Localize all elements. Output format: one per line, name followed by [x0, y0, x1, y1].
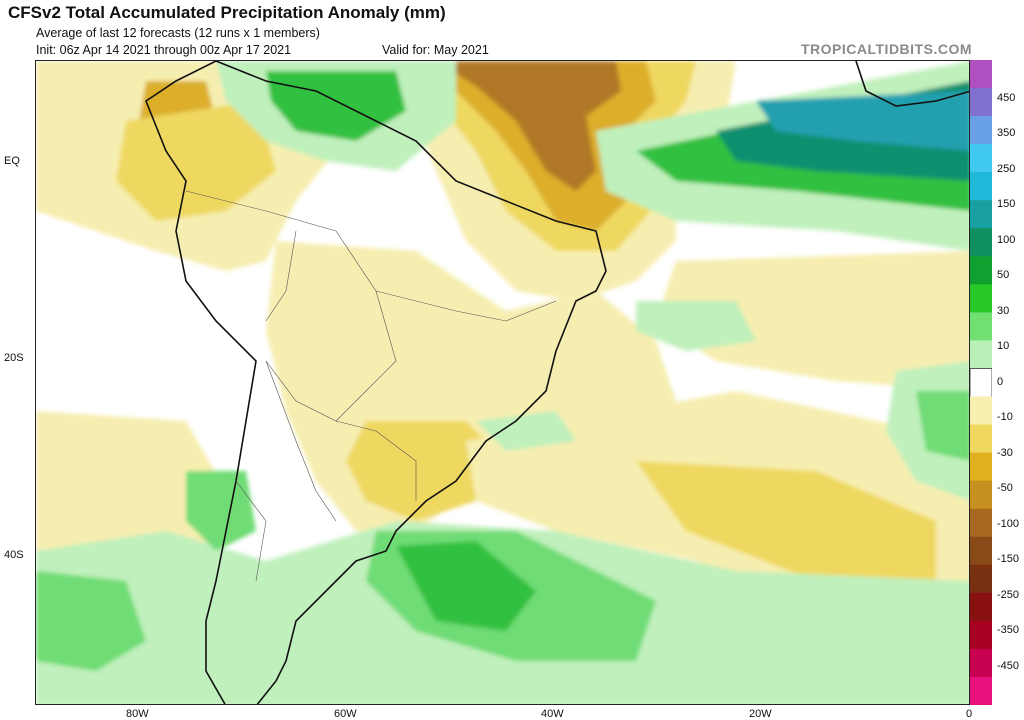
dry-region-south-atlantic-core [636, 461, 936, 581]
political-borders [185, 190, 557, 582]
anomaly-field [36, 61, 969, 704]
wet-region-equatorial-atlantic-peak [756, 91, 969, 151]
colorbar-label: 10 [997, 340, 1010, 352]
lat-label-eq: EQ [4, 155, 20, 167]
colorbar-label: 250 [997, 162, 1016, 175]
colorbar [970, 60, 992, 705]
colorbar-label: 50 [997, 269, 1010, 281]
map-panel [35, 60, 970, 705]
colorbar-swatch [970, 508, 992, 538]
colorbar-swatch [970, 676, 992, 705]
lat-label-20s: 20S [4, 352, 24, 364]
lon-label-0: 0 [966, 708, 973, 720]
border-line [335, 420, 417, 501]
colorbar-swatch [970, 592, 992, 622]
south-america-coastline [145, 61, 607, 704]
colorbar-label: -30 [997, 446, 1013, 459]
colorbar-swatch [970, 340, 992, 369]
colorbar-label: 30 [997, 304, 1010, 317]
colorbar-swatch [970, 620, 992, 650]
chart-title: CFSv2 Total Accumulated Precipitation An… [8, 3, 446, 22]
border-line [375, 290, 557, 322]
colorbar-label: -100 [997, 517, 1020, 530]
border-line [185, 190, 397, 422]
colorbar-label: 350 [997, 127, 1016, 139]
chart-subtitle: Average of last 12 forecasts (12 runs x … [36, 26, 320, 40]
dry-region-east-atlantic [656, 251, 969, 391]
wet-region-south-atlantic-band [476, 411, 576, 451]
wet-region-southern-ocean-max [396, 541, 536, 631]
colorbar-label: 100 [997, 233, 1016, 246]
colorbar-swatch [970, 116, 992, 145]
colorbar-swatch [970, 172, 992, 201]
colorbar-swatch [970, 564, 992, 594]
source-credit[interactable]: TROPICALTIDBITS.COM [800, 41, 972, 57]
wet-region-east-atlantic-patch [916, 391, 969, 461]
wet-region-chile [186, 471, 256, 551]
colorbar-label: 450 [997, 91, 1016, 104]
colorbar-label: -150 [997, 553, 1020, 565]
colorbar-label: 0 [997, 375, 1004, 388]
colorbar-swatch [970, 536, 992, 566]
border-line [265, 230, 297, 322]
dry-region-south-brazil [346, 421, 506, 521]
colorbar-swatch [970, 228, 992, 257]
colorbar-swatch [970, 256, 992, 285]
colorbar-swatch [970, 284, 992, 313]
valid-text: Valid for: May 2021 [382, 43, 489, 57]
border-line [235, 480, 267, 582]
colorbar-label: -450 [997, 659, 1020, 672]
colorbar-swatch [970, 60, 992, 89]
colorbar-swatch [970, 424, 992, 454]
lat-label-40s: 40S [4, 549, 24, 561]
colorbar-label: -50 [997, 482, 1013, 494]
colorbar-swatch [970, 648, 992, 678]
colorbar-swatch [970, 312, 992, 341]
coastlines [145, 61, 969, 704]
init-text: Init: 06z Apr 14 2021 through 00z Apr 17… [36, 43, 292, 57]
lon-label-20w: 20W [749, 708, 772, 720]
wet-region-mid-atlantic [636, 301, 756, 351]
wet-region-pacific-south [36, 571, 146, 671]
colorbar-label: 150 [997, 198, 1016, 210]
border-line [265, 360, 337, 522]
colorbar-swatch [970, 452, 992, 482]
colorbar-swatch [970, 396, 992, 426]
colorbar-label: -250 [997, 588, 1020, 601]
colorbar-label: -10 [997, 411, 1013, 423]
colorbar-swatch [970, 200, 992, 229]
anomaly-map [36, 61, 969, 704]
lon-label-60w: 60W [334, 708, 357, 720]
lon-label-40w: 40W [541, 708, 564, 720]
lon-label-80w: 80W [126, 708, 149, 720]
africa-coastline [855, 61, 969, 107]
colorbar-label: -350 [997, 624, 1020, 636]
colorbar-swatch [970, 144, 992, 173]
dry-region-colombia [116, 101, 276, 221]
colorbar-swatch [970, 480, 992, 510]
colorbar-swatch [970, 368, 992, 398]
dry-region-atlantic-north-max [436, 61, 621, 191]
colorbar-swatch [970, 88, 992, 117]
